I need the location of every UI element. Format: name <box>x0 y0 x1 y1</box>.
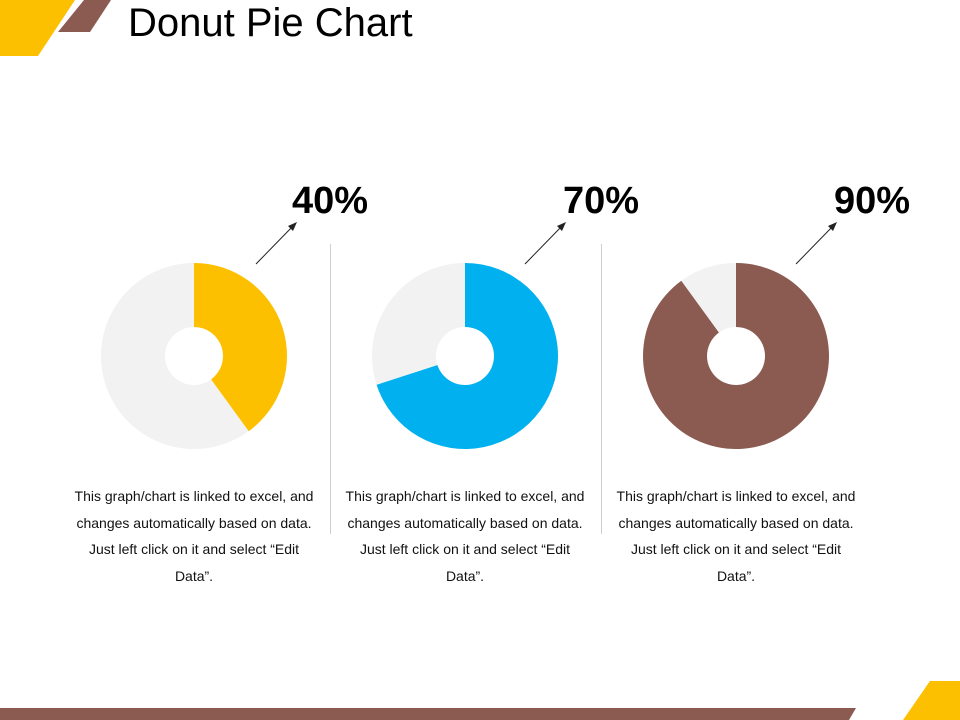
column-divider-1 <box>330 244 331 534</box>
donut-2-remainder-slice[interactable] <box>372 263 465 385</box>
chart-3-description: This graph/chart is linked to excel, and… <box>616 483 856 589</box>
chart-1-description: This graph/chart is linked to excel, and… <box>74 483 314 589</box>
donut-chart-2[interactable] <box>365 256 565 456</box>
donut-chart-3[interactable] <box>636 256 836 456</box>
column-divider-2 <box>601 244 602 534</box>
page-title: Donut Pie Chart <box>128 0 413 46</box>
bottom-right-yellow-accent <box>903 681 960 720</box>
donut-chart-1[interactable] <box>94 256 294 456</box>
chart-2-description: This graph/chart is linked to excel, and… <box>345 483 585 589</box>
bottom-brown-bar <box>0 708 856 720</box>
